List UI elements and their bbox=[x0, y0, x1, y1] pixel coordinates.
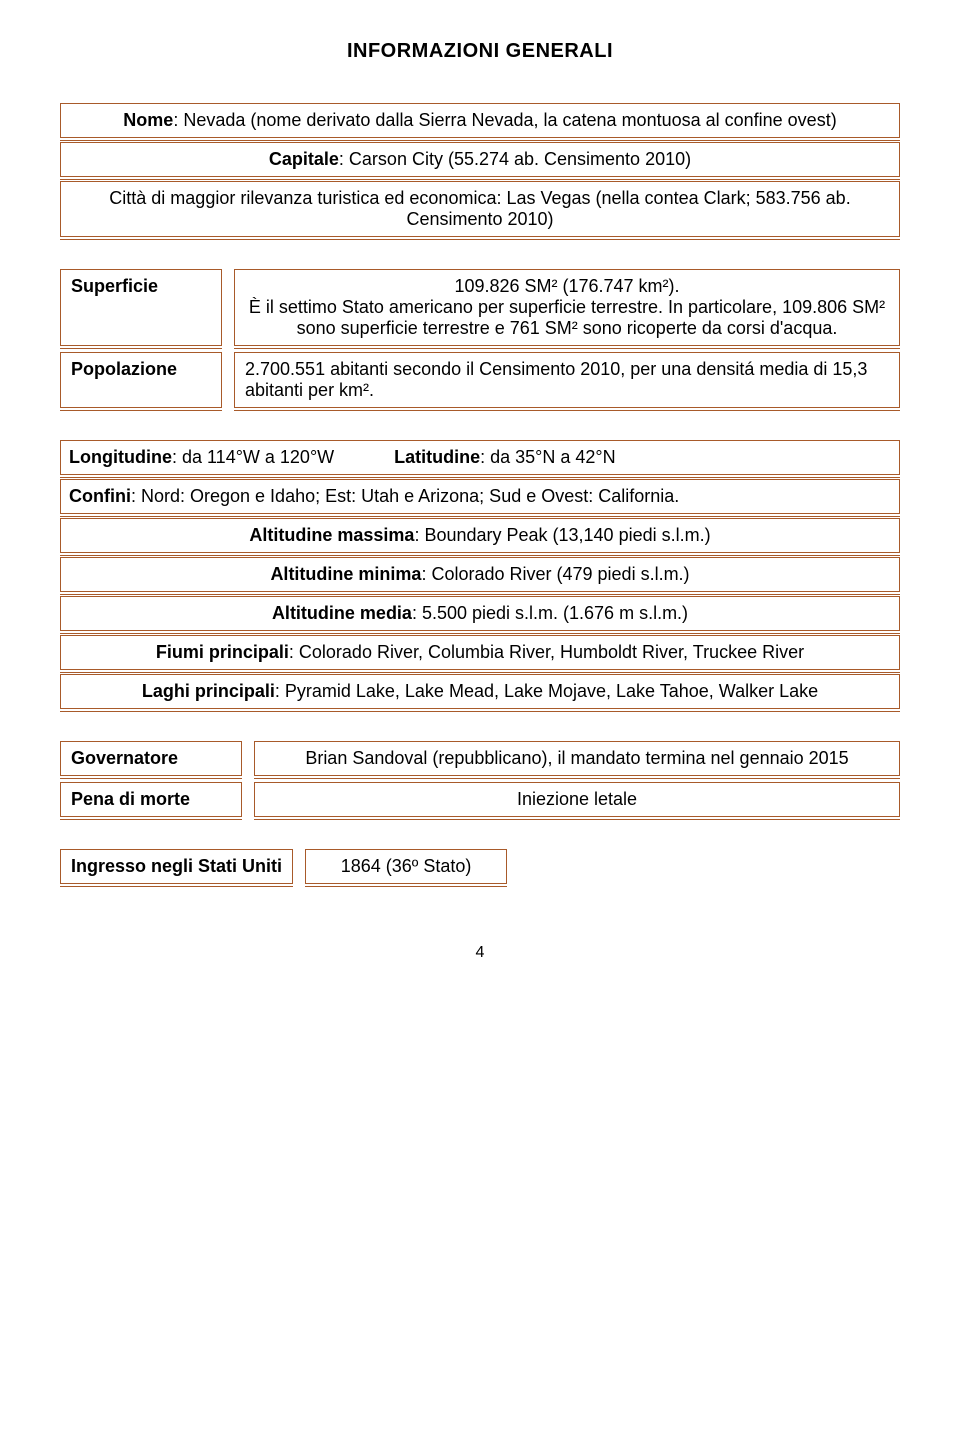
alt-max-value: : Boundary Peak (13,140 piedi s.l.m.) bbox=[414, 525, 710, 545]
alt-min-value: : Colorado River (479 piedi s.l.m.) bbox=[421, 564, 689, 584]
governatore-row: Governatore Brian Sandoval (repubblicano… bbox=[60, 741, 900, 776]
pena-value: Iniezione letale bbox=[254, 782, 900, 817]
pena-row: Pena di morte Iniezione letale bbox=[60, 782, 900, 817]
laghi-value: : Pyramid Lake, Lake Mead, Lake Mojave, … bbox=[275, 681, 818, 701]
ingresso-row: Ingresso negli Stati Uniti 1864 (36º Sta… bbox=[60, 849, 900, 884]
page-title: INFORMAZIONI GENERALI bbox=[60, 40, 900, 63]
geo-box: Longitudine: da 114°W a 120°W Latitudine… bbox=[60, 440, 900, 709]
confini-label: Confini bbox=[69, 486, 131, 506]
popolazione-value: 2.700.551 abitanti secondo il Censimento… bbox=[234, 352, 900, 408]
identity-box: Nome: Nevada (nome derivato dalla Sierra… bbox=[60, 103, 900, 237]
page-number: 4 bbox=[60, 944, 900, 962]
ingresso-box: Ingresso negli Stati Uniti 1864 (36º Sta… bbox=[60, 849, 900, 884]
ingresso-value: 1864 (36º Stato) bbox=[305, 849, 507, 884]
longitude-label: Longitudine bbox=[69, 447, 172, 467]
popolazione-label: Popolazione bbox=[60, 352, 222, 408]
alt-max-row: Altitudine massima: Boundary Peak (13,14… bbox=[60, 518, 900, 553]
governatore-value: Brian Sandoval (repubblicano), il mandat… bbox=[254, 741, 900, 776]
nome-row: Nome: Nevada (nome derivato dalla Sierra… bbox=[60, 103, 900, 138]
governatore-label: Governatore bbox=[60, 741, 242, 776]
longitude-value: : da 114°W a 120°W bbox=[172, 447, 334, 467]
confini-row: Confini: Nord: Oregon e Idaho; Est: Utah… bbox=[60, 479, 900, 514]
capitale-value: : Carson City (55.274 ab. Censimento 201… bbox=[339, 149, 691, 169]
citta-value: Città di maggior rilevanza turistica ed … bbox=[109, 188, 850, 229]
capitale-label: Capitale bbox=[269, 149, 339, 169]
superficie-row: Superficie 109.826 SM² (176.747 km²). È … bbox=[60, 269, 900, 346]
surface-pop-box: Superficie 109.826 SM² (176.747 km²). È … bbox=[60, 269, 900, 408]
superficie-label: Superficie bbox=[60, 269, 222, 346]
gov-box: Governatore Brian Sandoval (repubblicano… bbox=[60, 741, 900, 817]
latitude-label: Latitudine bbox=[394, 447, 480, 467]
alt-max-label: Altitudine massima bbox=[249, 525, 414, 545]
confini-value: : Nord: Oregon e Idaho; Est: Utah e Ariz… bbox=[131, 486, 679, 506]
fiumi-value: : Colorado River, Columbia River, Humbol… bbox=[289, 642, 804, 662]
laghi-row: Laghi principali: Pyramid Lake, Lake Mea… bbox=[60, 674, 900, 709]
latitude-value: : da 35°N a 42°N bbox=[480, 447, 615, 467]
alt-med-label: Altitudine media bbox=[272, 603, 412, 623]
fiumi-label: Fiumi principali bbox=[156, 642, 289, 662]
nome-value: : Nevada (nome derivato dalla Sierra Nev… bbox=[173, 110, 836, 130]
ingresso-label: Ingresso negli Stati Uniti bbox=[60, 849, 293, 884]
superficie-value: 109.826 SM² (176.747 km²). È il settimo … bbox=[234, 269, 900, 346]
alt-med-value: : 5.500 piedi s.l.m. (1.676 m s.l.m.) bbox=[412, 603, 688, 623]
nome-label: Nome bbox=[123, 110, 173, 130]
capitale-row: Capitale: Carson City (55.274 ab. Censim… bbox=[60, 142, 900, 177]
laghi-label: Laghi principali bbox=[142, 681, 275, 701]
lon-lat-row: Longitudine: da 114°W a 120°W Latitudine… bbox=[60, 440, 900, 475]
alt-min-row: Altitudine minima: Colorado River (479 p… bbox=[60, 557, 900, 592]
alt-med-row: Altitudine media: 5.500 piedi s.l.m. (1.… bbox=[60, 596, 900, 631]
pena-label: Pena di morte bbox=[60, 782, 242, 817]
citta-row: Città di maggior rilevanza turistica ed … bbox=[60, 181, 900, 237]
fiumi-row: Fiumi principali: Colorado River, Columb… bbox=[60, 635, 900, 670]
popolazione-row: Popolazione 2.700.551 abitanti secondo i… bbox=[60, 352, 900, 408]
alt-min-label: Altitudine minima bbox=[270, 564, 421, 584]
